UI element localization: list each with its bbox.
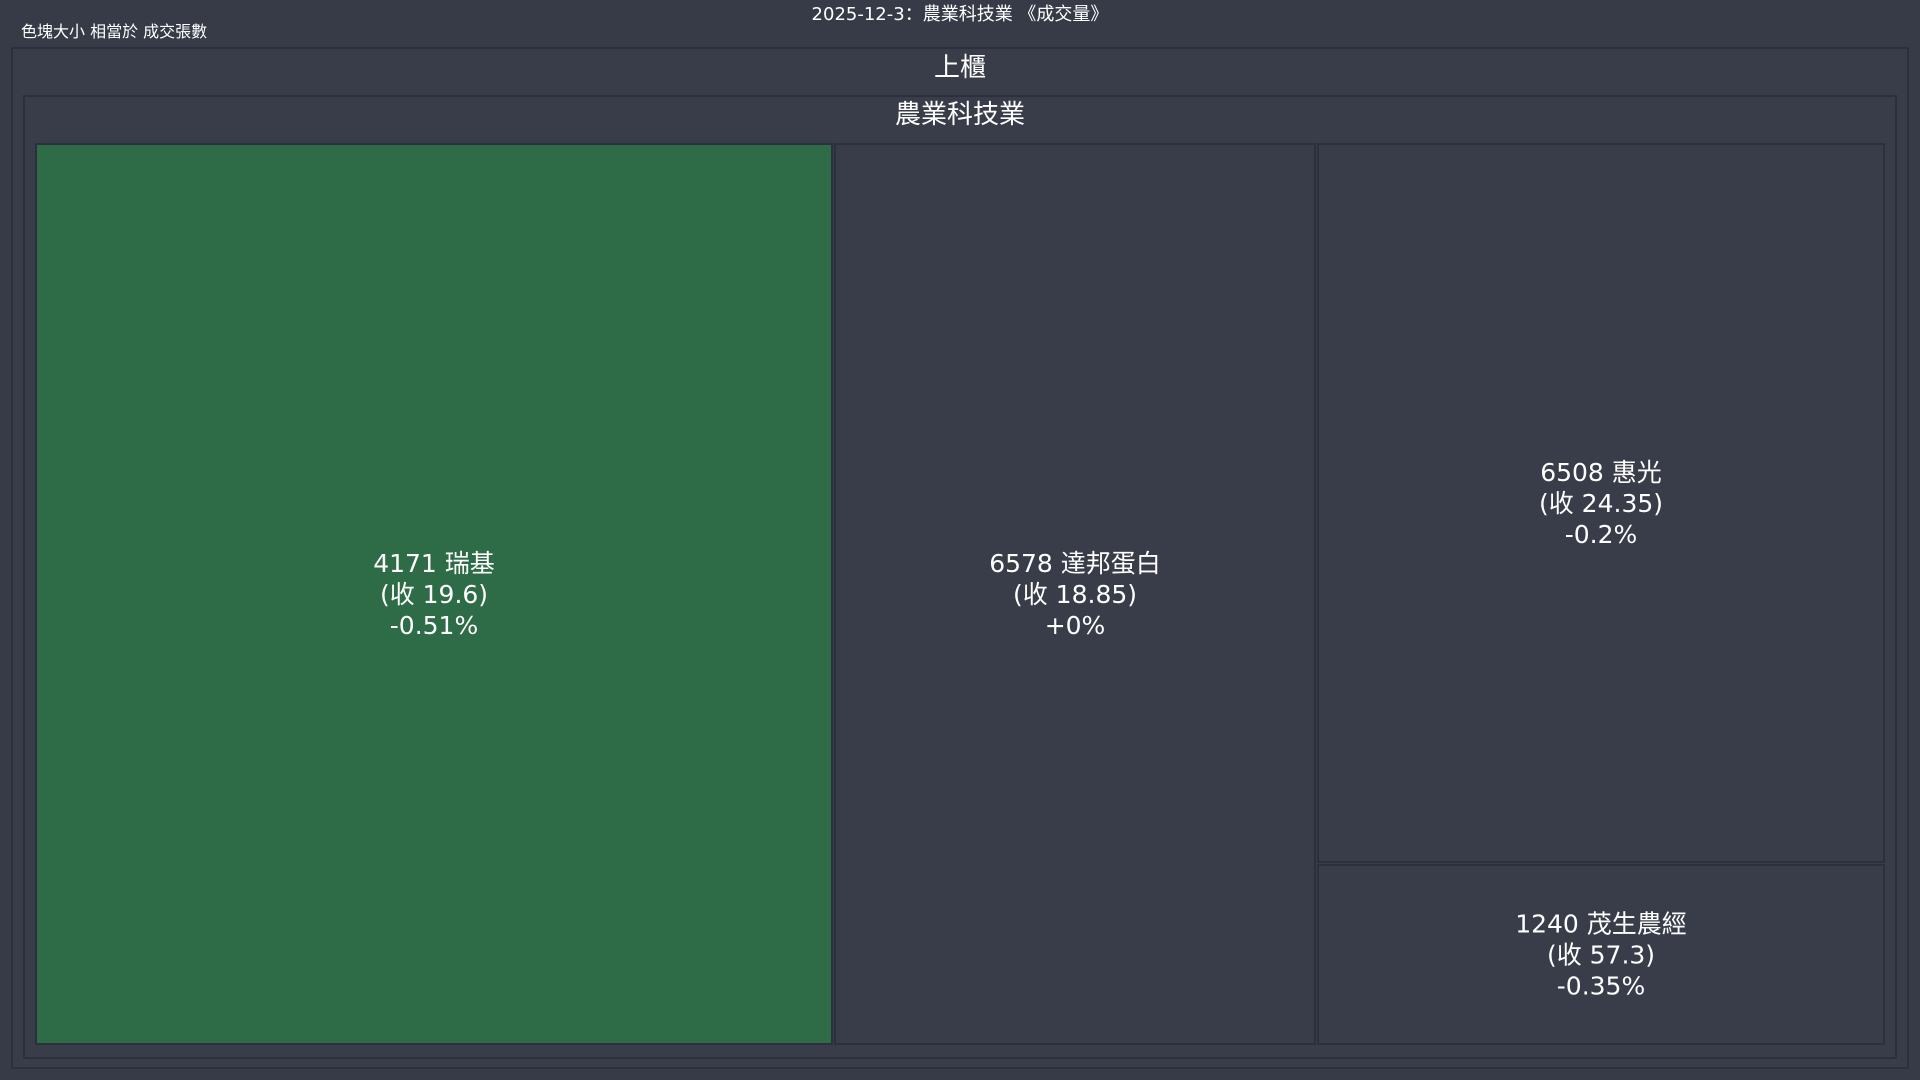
cell-change-label: -0.35% [1557,972,1645,1001]
treemap-cell-1240[interactable]: 1240 茂生農經(收 57.3)-0.35% [1317,864,1885,1045]
chart-title: 2025-12-3：農業科技業 《成交量》 [811,4,1109,25]
cell-close-label: (收 57.3) [1547,941,1655,970]
treemap-cell-rect[interactable] [1317,864,1885,1045]
size-note: 色塊大小 相當於 成交張數 [21,22,208,41]
cell-stock-label: 6578 達邦蛋白 [989,549,1161,578]
treemap-cell-6508[interactable]: 6508 惠光(收 24.35)-0.2% [1317,143,1885,863]
cell-change-label: -0.2% [1565,520,1638,549]
cell-close-label: (收 18.85) [1013,580,1137,609]
treemap-cell-rect[interactable] [35,143,833,1045]
cell-change-label: -0.51% [390,611,478,640]
treemap-cell-rect[interactable] [834,143,1316,1045]
market-group-label: 上櫃 [934,53,986,83]
cell-stock-label: 4171 瑞基 [373,549,495,578]
cell-change-label: +0% [1045,611,1106,640]
cell-close-label: (收 24.35) [1539,489,1663,518]
treemap-cell-6578[interactable]: 6578 達邦蛋白(收 18.85)+0% [834,143,1316,1045]
industry-group-label: 農業科技業 [895,100,1025,130]
treemap-cell-rect[interactable] [1317,143,1885,863]
treemap-cell-4171[interactable]: 4171 瑞基(收 19.6)-0.51% [35,143,833,1045]
treemap-cells: 4171 瑞基(收 19.6)-0.51%6578 達邦蛋白(收 18.85)+… [35,143,1885,1045]
cell-close-label: (收 19.6) [380,580,488,609]
cell-stock-label: 6508 惠光 [1540,458,1662,487]
cell-stock-label: 1240 茂生農經 [1515,910,1687,939]
